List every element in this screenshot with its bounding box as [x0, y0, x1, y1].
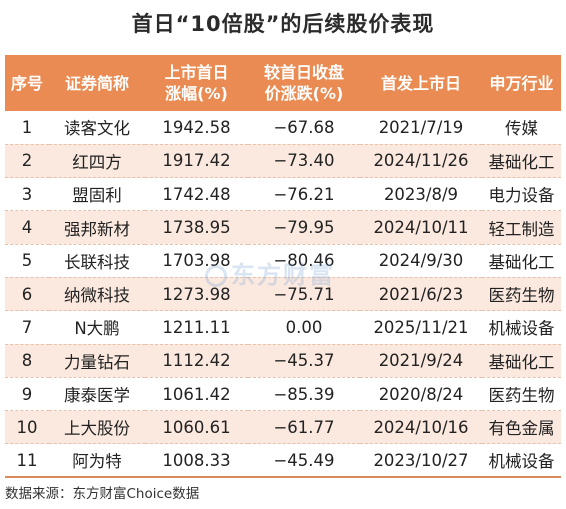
- table-row: 4 强邦新材 1738.95 −79.95 2024/10/11 轻工制造: [5, 210, 561, 245]
- header-industry: 申万行业: [489, 73, 554, 93]
- cell-name: 上大股份: [49, 410, 145, 445]
- cell-name: 盟固利: [49, 177, 145, 212]
- cell-listing-date: 2021/9/24: [360, 344, 482, 378]
- cell-index: 5: [5, 244, 49, 278]
- cell-first-day-gain: 1703.98: [145, 244, 248, 278]
- cell-industry: 基础化工: [482, 244, 561, 278]
- cell-name: 红四方: [49, 144, 145, 179]
- cell-industry: 基础化工: [482, 344, 561, 378]
- cell-index: 7: [5, 310, 49, 345]
- cell-first-day-gain: 1008.33: [145, 443, 248, 479]
- cell-name: 康泰医学: [49, 377, 145, 412]
- cell-change: −80.46: [248, 244, 360, 278]
- cell-listing-date: 2024/10/11: [360, 210, 482, 245]
- cell-listing-date: 2021/7/19: [360, 111, 482, 145]
- cell-first-day-gain: 1273.98: [145, 277, 248, 312]
- cell-listing-date: 2024/9/30: [360, 244, 482, 278]
- cell-change: −76.21: [248, 177, 360, 212]
- table-body: 1 读客文化 1942.58 −67.68 2021/7/19 传媒 2 红四方…: [5, 111, 561, 479]
- header-first-day-gain-line2: 涨幅(%): [165, 84, 228, 103]
- cell-listing-date: 2020/8/24: [360, 377, 482, 412]
- cell-name: 阿为特: [49, 443, 145, 479]
- cell-listing-date: 2023/8/9: [360, 177, 482, 212]
- table-row: 7 N大鹏 1211.11 0.00 2025/11/21 机械设备: [5, 310, 561, 345]
- cell-industry: 医药生物: [482, 277, 561, 312]
- cell-industry: 电力设备: [482, 177, 561, 212]
- cell-name: N大鹏: [49, 310, 145, 345]
- cell-first-day-gain: 1942.58: [145, 111, 248, 145]
- ipo-gain-table: 序号 证券简称 上市首日 涨幅(%) 较首日收盘 价涨跌(%) 首发上市日 申万…: [5, 55, 561, 479]
- cell-change: −85.39: [248, 377, 360, 412]
- header-change-since-first-close: 较首日收盘 价涨跌(%): [248, 55, 360, 111]
- cell-name: 强邦新材: [49, 210, 145, 245]
- cell-industry: 基础化工: [482, 144, 561, 179]
- table-row: 9 康泰医学 1061.42 −85.39 2020/8/24 医药生物: [5, 377, 561, 412]
- header-first-day-gain: 上市首日 涨幅(%): [145, 55, 248, 111]
- cell-listing-date: 2025/11/21: [360, 310, 482, 345]
- cell-first-day-gain: 1112.42: [145, 344, 248, 378]
- data-source-note: 数据来源：东方财富Choice数据: [5, 486, 200, 502]
- cell-first-day-gain: 1742.48: [145, 177, 248, 212]
- cell-name: 长联科技: [49, 244, 145, 278]
- cell-industry: 轻工制造: [482, 210, 561, 245]
- cell-change: −79.95: [248, 210, 360, 245]
- header-change-line2: 价涨跌(%): [264, 84, 344, 103]
- cell-listing-date: 2021/6/23: [360, 277, 482, 312]
- cell-industry: 机械设备: [482, 443, 561, 479]
- table-row: 5 长联科技 1703.98 −80.46 2024/9/30 基础化工: [5, 244, 561, 278]
- header-change-line1: 较首日收盘: [263, 63, 344, 82]
- cell-index: 8: [5, 344, 49, 378]
- cell-index: 3: [5, 177, 49, 212]
- table-row: 11 阿为特 1008.33 −45.49 2023/10/27 机械设备: [5, 443, 561, 479]
- table-header-row: 序号 证券简称 上市首日 涨幅(%) 较首日收盘 价涨跌(%) 首发上市日 申万…: [5, 55, 561, 111]
- page-title: 首日“10倍股”的后续股价表现: [131, 12, 435, 36]
- cell-industry: 机械设备: [482, 310, 561, 345]
- header-index: 序号: [10, 73, 43, 93]
- table-row: 3 盟固利 1742.48 −76.21 2023/8/9 电力设备: [5, 177, 561, 212]
- cell-index: 6: [5, 277, 49, 312]
- cell-industry: 传媒: [482, 111, 561, 145]
- cell-listing-date: 2024/11/26: [360, 144, 482, 179]
- cell-first-day-gain: 1738.95: [145, 210, 248, 245]
- cell-change: 0.00: [248, 310, 360, 345]
- cell-change: −45.37: [248, 344, 360, 378]
- cell-industry: 医药生物: [482, 377, 561, 412]
- cell-index: 9: [5, 377, 49, 412]
- cell-change: −61.77: [248, 410, 360, 445]
- cell-first-day-gain: 1060.61: [145, 410, 248, 445]
- table-row: 8 力量钻石 1112.42 −45.37 2021/9/24 基础化工: [5, 344, 561, 378]
- table-row: 2 红四方 1917.42 −73.40 2024/11/26 基础化工: [5, 144, 561, 179]
- cell-listing-date: 2024/10/16: [360, 410, 482, 445]
- cell-index: 1: [5, 111, 49, 145]
- header-listing-date: 首发上市日: [380, 73, 461, 93]
- cell-change: −73.40: [248, 144, 360, 179]
- data-table-container: 序号 证券简称 上市首日 涨幅(%) 较首日收盘 价涨跌(%) 首发上市日 申万…: [5, 55, 561, 479]
- cell-first-day-gain: 1061.42: [145, 377, 248, 412]
- cell-first-day-gain: 1211.11: [145, 310, 248, 345]
- header-first-day-gain-line1: 上市首日: [164, 63, 229, 82]
- cell-index: 10: [5, 410, 49, 445]
- cell-name: 力量钻石: [49, 344, 145, 378]
- cell-name: 读客文化: [49, 111, 145, 145]
- cell-change: −75.71: [248, 277, 360, 312]
- cell-change: −45.49: [248, 443, 360, 479]
- table-row: 1 读客文化 1942.58 −67.68 2021/7/19 传媒: [5, 111, 561, 145]
- cell-index: 2: [5, 144, 49, 179]
- cell-name: 纳微科技: [49, 277, 145, 312]
- cell-first-day-gain: 1917.42: [145, 144, 248, 179]
- table-row: 6 纳微科技 1273.98 −75.71 2021/6/23 医药生物: [5, 277, 561, 312]
- cell-index: 4: [5, 210, 49, 245]
- table-row: 10 上大股份 1060.61 −61.77 2024/10/16 有色金属: [5, 410, 561, 445]
- cell-index: 11: [5, 443, 49, 479]
- header-name: 证券简称: [64, 73, 129, 93]
- cell-change: −67.68: [248, 111, 360, 145]
- cell-industry: 有色金属: [482, 410, 561, 445]
- cell-listing-date: 2023/10/27: [360, 443, 482, 479]
